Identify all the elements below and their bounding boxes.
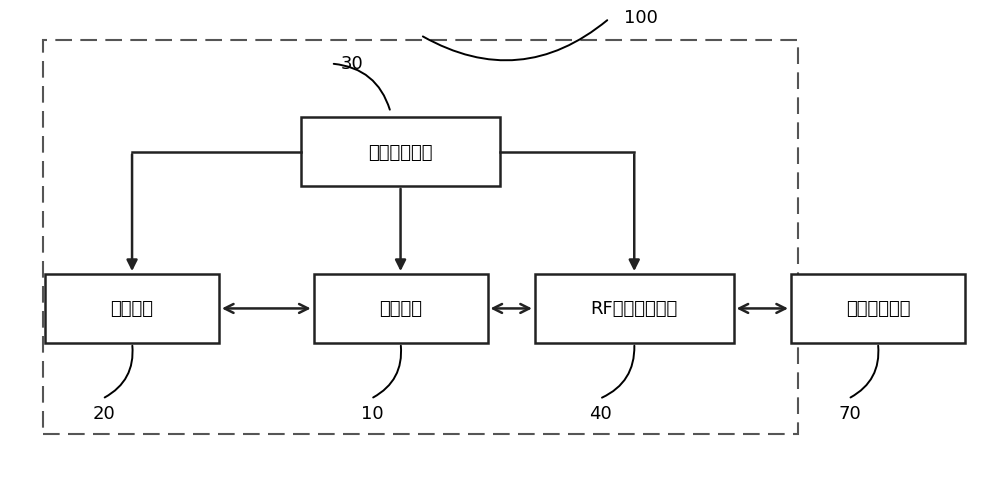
Text: 100: 100 xyxy=(624,10,658,27)
Text: 30: 30 xyxy=(341,55,364,72)
Text: 远端管理设备: 远端管理设备 xyxy=(846,300,910,318)
Text: 10: 10 xyxy=(361,404,383,422)
Bar xyxy=(43,41,798,434)
Text: RF无线通信电路: RF无线通信电路 xyxy=(591,300,678,318)
Text: 无线供电电路: 无线供电电路 xyxy=(368,143,433,161)
Text: 主控电路: 主控电路 xyxy=(379,300,422,318)
Bar xyxy=(314,275,488,343)
Bar xyxy=(45,275,219,343)
Bar xyxy=(791,275,965,343)
Bar xyxy=(535,275,734,343)
Text: 40: 40 xyxy=(590,404,612,422)
Text: 70: 70 xyxy=(838,404,861,422)
Text: 存储电路: 存储电路 xyxy=(111,300,154,318)
Bar xyxy=(301,118,500,187)
Text: 20: 20 xyxy=(92,404,115,422)
